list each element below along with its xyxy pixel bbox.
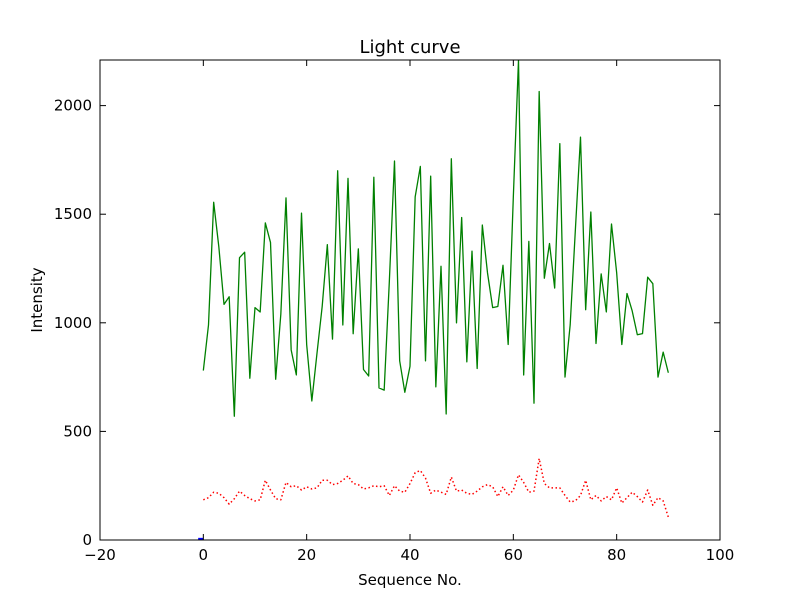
y-tick-label: 500 xyxy=(63,422,92,440)
y-axis-label: Intensity xyxy=(28,267,46,332)
series-line-0 xyxy=(202,60,669,417)
x-tick-label: 0 xyxy=(199,546,209,564)
x-axis-label: Sequence No. xyxy=(358,571,462,589)
chart-title: Light curve xyxy=(359,37,460,58)
x-tick-label: 80 xyxy=(607,546,626,564)
x-tick-label: 60 xyxy=(504,546,523,564)
x-tick-label: 40 xyxy=(400,546,419,564)
y-tick-label: 2000 xyxy=(54,97,92,115)
y-tick-label: 1000 xyxy=(54,314,92,332)
x-tick-label: −20 xyxy=(84,546,116,564)
y-tick-label: 0 xyxy=(82,531,92,549)
x-tick-label: 100 xyxy=(706,546,735,564)
plot-area xyxy=(198,60,670,540)
series-line-1 xyxy=(203,457,670,518)
x-tick-label: 20 xyxy=(297,546,316,564)
y-tick-label: 1500 xyxy=(54,205,92,223)
